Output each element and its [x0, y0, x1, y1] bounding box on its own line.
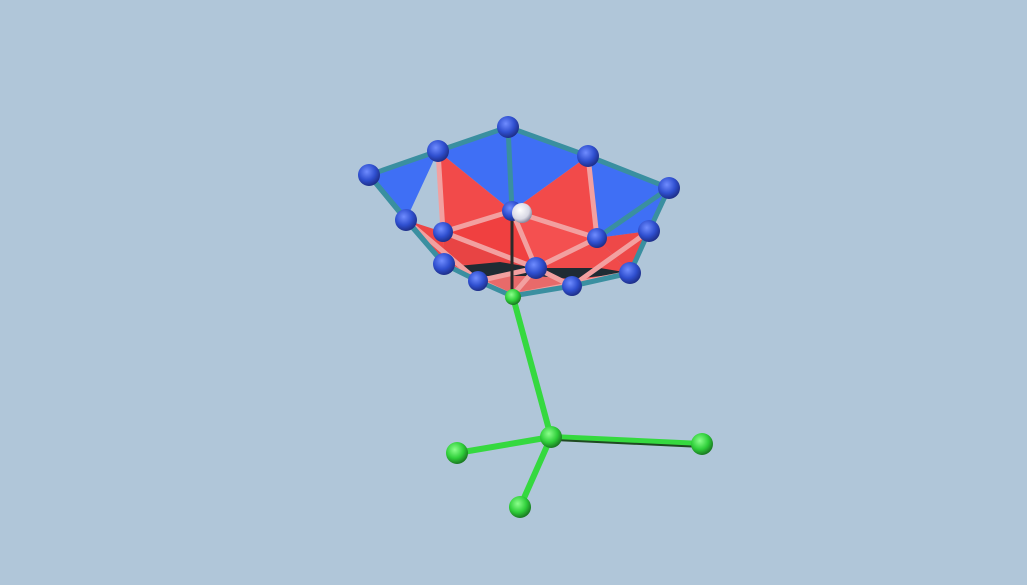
sphere-icon[interactable] [509, 496, 531, 518]
blue-face [508, 127, 588, 211]
sphere-icon[interactable] [658, 177, 680, 199]
sphere-icon[interactable] [691, 433, 713, 455]
sphere-icon[interactable] [577, 145, 599, 167]
sphere-icon[interactable] [525, 257, 547, 279]
sphere-icon[interactable] [433, 253, 455, 275]
sphere-icon[interactable] [358, 164, 380, 186]
sphere-icon[interactable] [446, 442, 468, 464]
blue-face [438, 127, 512, 211]
sphere-icon[interactable] [427, 140, 449, 162]
sphere-icon[interactable] [505, 289, 521, 305]
sphere-icon[interactable] [540, 426, 562, 448]
sphere-icon[interactable] [497, 116, 519, 138]
sphere-icon[interactable] [562, 276, 582, 296]
sphere-icon[interactable] [619, 262, 641, 284]
sphere-icon[interactable] [395, 209, 417, 231]
red-face [512, 211, 597, 268]
dark-rod-shadow [554, 439, 703, 448]
sphere-icon[interactable] [468, 271, 488, 291]
blue-nodes [358, 116, 680, 296]
sphere-icon[interactable] [433, 222, 453, 242]
sphere-icon[interactable] [587, 228, 607, 248]
sphere-icon[interactable] [638, 220, 660, 242]
green-nodes [446, 289, 713, 518]
blue-face [588, 156, 669, 238]
red-face [438, 151, 512, 232]
green-rods [454, 294, 705, 510]
blue-face [369, 151, 438, 220]
center-node[interactable] [512, 203, 532, 223]
